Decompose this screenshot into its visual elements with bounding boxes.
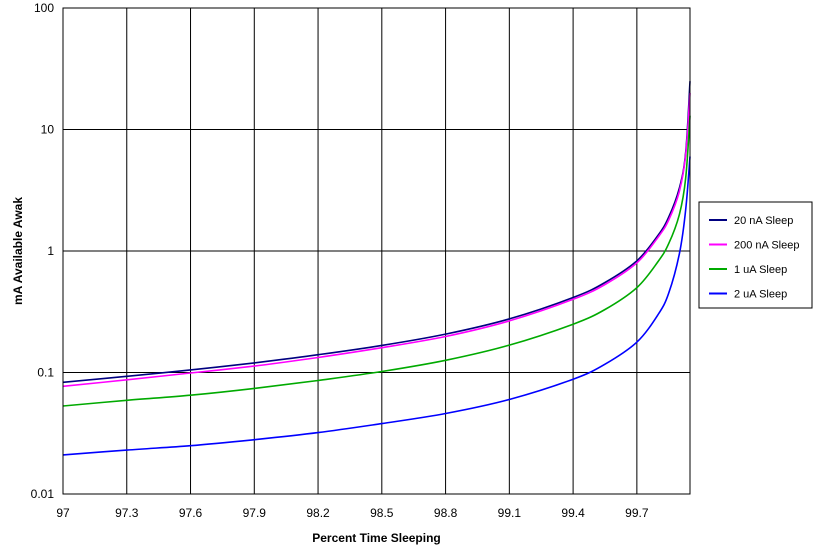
y-tick-label: 0.01 bbox=[31, 487, 55, 501]
x-axis-title: Percent Time Sleeping bbox=[312, 531, 441, 545]
x-tick-label: 97.3 bbox=[115, 506, 139, 520]
x-tick-label: 98.8 bbox=[434, 506, 458, 520]
x-tick-label: 99.1 bbox=[498, 506, 522, 520]
x-tick-label: 99.7 bbox=[625, 506, 649, 520]
x-tick-label: 97.9 bbox=[243, 506, 267, 520]
series-lines bbox=[62, 81, 691, 456]
x-tick-label: 99.4 bbox=[561, 506, 585, 520]
x-axis-tick-labels: 97 97.3 97.6 97.9 98.2 98.5 98.8 99.1 99.4 99.7 bbox=[56, 506, 649, 520]
legend-label: 20 nA Sleep bbox=[734, 215, 793, 227]
y-tick-label: 100 bbox=[34, 1, 54, 15]
legend: 20 nA Sleep 200 nA Sleep 1 uA Sleep 2 uA Sl… bbox=[698, 201, 813, 309]
legend-label: 2 uA Sleep bbox=[734, 289, 787, 301]
series-line-4 bbox=[62, 156, 691, 456]
y-axis-title: mA Available Awak bbox=[11, 197, 25, 305]
y-tick-label: 0.1 bbox=[37, 366, 54, 380]
y-axis-tick-labels: 0.01 0.1 1 10 100 bbox=[31, 1, 55, 501]
x-tick-label: 98.2 bbox=[306, 506, 330, 520]
series-line-1 bbox=[62, 81, 691, 384]
y-tick-label: 10 bbox=[41, 123, 55, 137]
legend-label: 1 uA Sleep bbox=[734, 264, 787, 276]
y-tick-label: 1 bbox=[47, 244, 54, 258]
x-tick-label: 98.5 bbox=[370, 506, 394, 520]
x-tick-label: 97.6 bbox=[179, 506, 203, 520]
plot-area-frame bbox=[62, 7, 691, 495]
legend-label: 200 nA Sleep bbox=[734, 240, 799, 252]
x-tick-label: 97 bbox=[56, 506, 70, 520]
series-line-2 bbox=[62, 92, 691, 388]
series-line-3 bbox=[62, 115, 691, 407]
grid-lines bbox=[62, 7, 690, 495]
